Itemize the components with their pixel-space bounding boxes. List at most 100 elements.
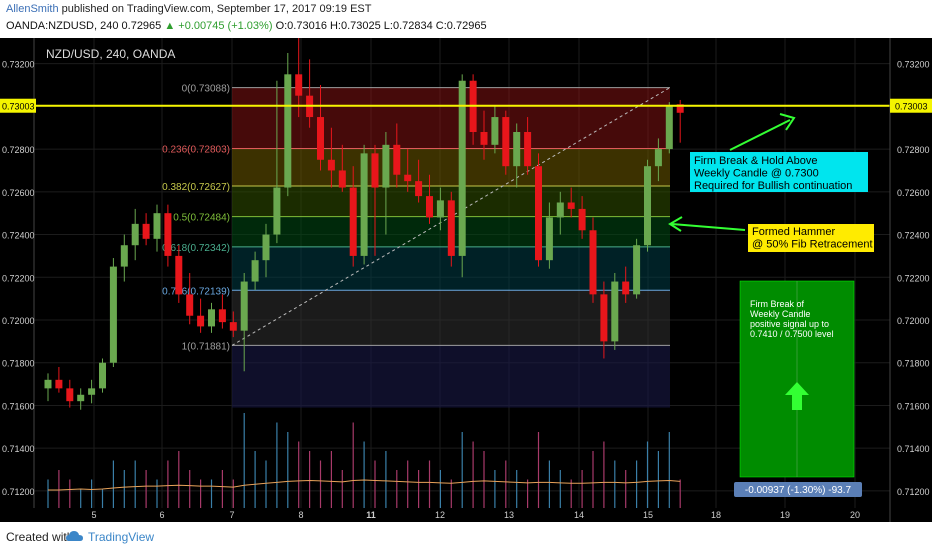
y-tick-label-left: 0.71600 <box>2 401 35 411</box>
y-tick-label-right: 0.71800 <box>897 359 930 369</box>
candle-body <box>338 170 346 188</box>
publisher-line: AllenSmith published on TradingView.com,… <box>6 3 371 15</box>
projection-note-text: 0.7410 / 0.7500 level <box>750 329 834 339</box>
firm-break-arrow <box>729 119 791 151</box>
candle-body <box>197 315 205 327</box>
candle-body <box>317 117 324 160</box>
candle-body <box>120 245 128 267</box>
projection-note-text: positive signal up to <box>750 319 829 329</box>
fib-level-label: 0.382(0.72627) <box>162 182 230 193</box>
x-tick-label: 7 <box>229 510 234 520</box>
y-tick-label-right: 0.72600 <box>897 188 930 198</box>
candle-body <box>77 394 85 402</box>
price-tag-right <box>890 98 932 113</box>
candle-body <box>644 166 651 246</box>
y-tick-label-left: 0.71800 <box>2 359 35 369</box>
x-tick-label: 18 <box>711 510 721 520</box>
symbol-line: OANDA:NZDUSD, 240 0.72965 ▲ +0.00745 (+1… <box>6 20 487 32</box>
candle-body <box>415 181 423 197</box>
candle-body <box>404 174 412 182</box>
hammer-arrow <box>671 223 746 231</box>
candle-body <box>567 202 575 209</box>
candle-body <box>349 187 357 256</box>
candle-body <box>535 166 542 261</box>
fib-level-label: 1(0.71881) <box>182 341 230 352</box>
chart-title: NZD/USD, 240, OANDA <box>46 47 175 61</box>
y-tick-label-right: 0.73200 <box>897 60 930 70</box>
firm-break-note-text: Required for Bullish continuation <box>694 180 852 192</box>
candle-body <box>153 213 161 239</box>
candle-body <box>589 230 597 295</box>
candle-body <box>524 132 532 167</box>
x-tick-label: 19 <box>780 510 790 520</box>
candle-body <box>513 132 521 167</box>
candle-body <box>88 388 96 395</box>
hammer-arrowhead-icon <box>668 216 683 232</box>
price-chart[interactable]: 0(0.73088)0.236(0.72803)0.382(0.72627)0.… <box>0 38 932 522</box>
volume-average-line <box>48 479 681 491</box>
candle-body <box>622 281 630 295</box>
firm-break-note[interactable] <box>690 152 868 192</box>
candle-body <box>44 379 52 389</box>
x-tick-label: 12 <box>435 510 445 520</box>
author-link[interactable]: AllenSmith <box>6 3 59 15</box>
chart-header: AllenSmith published on TradingView.com,… <box>0 0 932 38</box>
price-change: ▲ +0.00745 (+1.03%) <box>164 20 273 32</box>
firm-break-note-text: Firm Break & Hold Above <box>694 155 818 167</box>
ohlc-values: O:0.73016 H:0.73025 L:0.72834 C:0.72965 <box>275 20 487 32</box>
candle-body <box>611 281 619 342</box>
candle-body <box>665 106 673 150</box>
y-tick-label-left: 0.72800 <box>2 145 35 155</box>
fib-band <box>232 87 670 149</box>
candle-body <box>55 379 63 389</box>
y-tick-label-right: 0.72400 <box>897 231 930 241</box>
fib-band <box>232 290 670 346</box>
hammer-note-text: Formed Hammer <box>752 226 835 238</box>
candle-body <box>327 159 335 171</box>
candle-body <box>99 362 106 389</box>
y-tick-label-right: 0.71200 <box>897 487 930 497</box>
x-tick-label: 8 <box>298 510 303 520</box>
firm-break-arrowhead-icon <box>779 113 796 131</box>
fib-level-label: 0.618(0.72342) <box>162 243 230 254</box>
candle-body <box>208 309 215 327</box>
candle-body <box>164 213 172 256</box>
hammer-note[interactable] <box>748 224 874 252</box>
y-tick-label-left: 0.72600 <box>2 188 35 198</box>
measure-label-box <box>734 482 862 497</box>
price-tag-left-text: 0.73003 <box>2 102 35 112</box>
tradingview-cloud-icon <box>66 531 83 541</box>
firm-break-note-text: Weekly Candle @ 0.7300 <box>694 168 819 180</box>
x-tick-label: 20 <box>850 510 860 520</box>
price-tag-left <box>0 98 36 113</box>
candle-body <box>480 132 488 145</box>
axes: 0.732000.732000.730000.730000.728000.728… <box>0 38 932 522</box>
y-tick-label-right: 0.71600 <box>897 401 930 411</box>
y-tick-label-right: 0.72200 <box>897 273 930 283</box>
fib-level-label: 0.236(0.72803) <box>162 144 230 155</box>
candle-body <box>131 223 139 246</box>
projection-note-text: Firm Break of <box>750 299 805 309</box>
candle-body <box>262 234 270 261</box>
projection-note-text: Weekly Candle <box>750 309 810 319</box>
published-text: published on TradingView.com, September … <box>61 3 372 15</box>
tradingview-brand[interactable]: TradingView <box>88 530 155 544</box>
candle-body <box>218 309 226 323</box>
measure-label-text: -0.00937 (-1.30%) -93.7 <box>745 485 852 496</box>
y-tick-label-left: 0.72200 <box>2 273 35 283</box>
candle-body <box>240 281 248 331</box>
candle-body <box>186 294 194 316</box>
candle-body <box>382 144 390 188</box>
candle-body <box>273 187 281 235</box>
y-tick-label-left: 0.72400 <box>2 231 35 241</box>
candle-body <box>393 144 401 175</box>
candle-body <box>654 149 662 167</box>
candle-body <box>109 266 117 363</box>
volume-histogram <box>47 413 681 508</box>
fib-level-label: 0(0.73088) <box>182 84 230 95</box>
price-tag-right-text: 0.73003 <box>895 102 928 112</box>
candle-body <box>229 322 237 331</box>
candle-body <box>458 80 466 256</box>
candle-body <box>66 388 74 402</box>
